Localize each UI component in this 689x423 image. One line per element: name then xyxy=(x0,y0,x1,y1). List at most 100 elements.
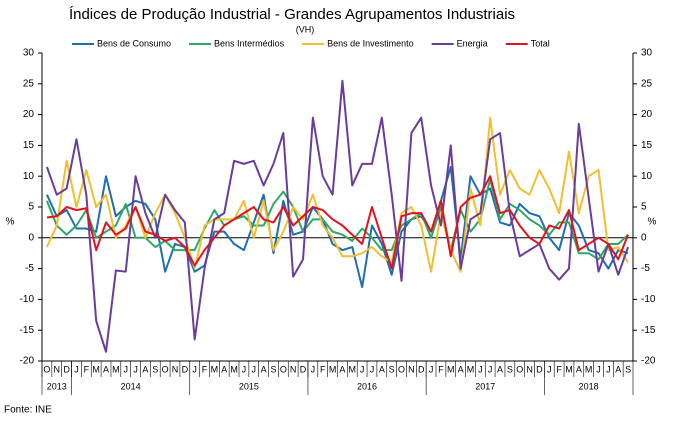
x-tick-label: S xyxy=(152,364,158,374)
x-tick-label: M xyxy=(467,364,475,374)
x-tick-label: J xyxy=(596,364,601,374)
x-tick-label: A xyxy=(261,364,267,374)
year-label: 2016 xyxy=(357,381,377,391)
x-tick-label: J xyxy=(123,364,128,374)
x-tick-label: J xyxy=(133,364,138,374)
chart-subtitle: (VH) xyxy=(296,24,315,34)
y-tick-label: 15 xyxy=(23,140,35,151)
y2-tick-label: -20 xyxy=(641,356,656,367)
x-tick-label: J xyxy=(606,364,611,374)
x-tick-label: N xyxy=(290,364,297,374)
x-tick-label: J xyxy=(252,364,257,374)
x-tick-label: F xyxy=(556,364,562,374)
y-axis-label: % xyxy=(6,217,15,228)
y-tick-label: 5 xyxy=(28,202,34,213)
x-tick-label: D xyxy=(536,364,543,374)
x-tick-label: O xyxy=(516,364,523,374)
x-tick-label: N xyxy=(408,364,415,374)
x-tick-label: M xyxy=(329,364,337,374)
x-tick-label: O xyxy=(162,364,169,374)
x-tick-label: S xyxy=(270,364,276,374)
x-tick-label: S xyxy=(625,364,631,374)
x-tick-label: A xyxy=(221,364,227,374)
y-tick-label: 0 xyxy=(28,232,34,243)
x-tick-label: D xyxy=(182,364,189,374)
x-tick-label: A xyxy=(576,364,582,374)
x-tick-label: A xyxy=(615,364,621,374)
legend-label: Bens de Investimento xyxy=(327,38,414,48)
y2-tick-label: 5 xyxy=(641,202,647,213)
x-tick-label: A xyxy=(339,364,345,374)
y2-tick-label: -10 xyxy=(641,294,656,305)
x-tick-label: J xyxy=(429,364,434,374)
x-tick-label: S xyxy=(507,364,513,374)
x-tick-label: J xyxy=(311,364,316,374)
y2-tick-label: 20 xyxy=(641,109,653,120)
y-tick-label: 30 xyxy=(23,48,35,59)
year-label: 2014 xyxy=(121,381,141,391)
y-tick-label: -15 xyxy=(20,325,35,336)
x-tick-label: N xyxy=(172,364,179,374)
series-line xyxy=(45,79,630,353)
y-tick-label: -10 xyxy=(20,294,35,305)
year-label: 2013 xyxy=(47,381,67,391)
year-label: 2018 xyxy=(579,381,599,391)
x-tick-label: J xyxy=(488,364,493,374)
y2-tick-label: 30 xyxy=(641,48,653,59)
x-tick-label: M xyxy=(112,364,120,374)
x-tick-label: M xyxy=(92,364,100,374)
y-tick-label: 25 xyxy=(23,78,35,89)
series-line xyxy=(45,178,629,261)
x-tick-label: A xyxy=(379,364,385,374)
legend-label: Total xyxy=(531,38,550,48)
x-tick-label: F xyxy=(438,364,444,374)
x-tick-label: O xyxy=(398,364,405,374)
x-tick-label: J xyxy=(74,364,79,374)
y2-tick-label: 0 xyxy=(641,232,647,243)
x-tick-label: J xyxy=(547,364,552,374)
series-line xyxy=(46,116,629,273)
y2-tick-label: 15 xyxy=(641,140,653,151)
y2-tick-label: -5 xyxy=(641,263,650,274)
x-tick-label: D xyxy=(418,364,425,374)
y-tick-label: 20 xyxy=(23,109,35,120)
source-note: Fonte: INE xyxy=(4,405,52,416)
x-tick-label: D xyxy=(63,364,70,374)
y2-axis-label: % xyxy=(648,217,657,228)
x-tick-label: A xyxy=(497,364,503,374)
x-tick-label: S xyxy=(389,364,395,374)
year-label: 2015 xyxy=(239,381,259,391)
x-tick-label: A xyxy=(458,364,464,374)
y-tick-label: -20 xyxy=(20,356,35,367)
chart-title: Índices de Produção Industrial - Grandes… xyxy=(69,6,515,23)
x-tick-label: M xyxy=(585,364,593,374)
x-tick-label: A xyxy=(142,364,148,374)
x-tick-label: F xyxy=(320,364,326,374)
x-tick-label: M xyxy=(565,364,573,374)
legend-label: Bens Intermédios xyxy=(214,38,285,48)
y2-tick-label: 25 xyxy=(641,78,653,89)
series-line xyxy=(46,175,629,270)
x-tick-label: J xyxy=(370,364,375,374)
x-tick-label: N xyxy=(54,364,61,374)
x-tick-label: J xyxy=(360,364,365,374)
y2-tick-label: 10 xyxy=(641,171,653,182)
x-tick-label: D xyxy=(300,364,307,374)
y-tick-label: -5 xyxy=(25,263,34,274)
x-tick-label: M xyxy=(447,364,455,374)
x-tick-label: J xyxy=(192,364,197,374)
year-label: 2017 xyxy=(475,381,495,391)
x-tick-label: F xyxy=(84,364,90,374)
x-tick-label: J xyxy=(478,364,483,374)
x-tick-label: M xyxy=(230,364,238,374)
x-tick-label: A xyxy=(103,364,109,374)
y2-tick-label: -15 xyxy=(641,325,656,336)
legend-label: Bens de Consumo xyxy=(97,38,171,48)
x-tick-label: O xyxy=(43,364,50,374)
x-tick-label: F xyxy=(202,364,208,374)
x-tick-label: O xyxy=(280,364,287,374)
x-tick-label: N xyxy=(526,364,533,374)
y-tick-label: 10 xyxy=(23,171,35,182)
x-tick-label: M xyxy=(349,364,357,374)
